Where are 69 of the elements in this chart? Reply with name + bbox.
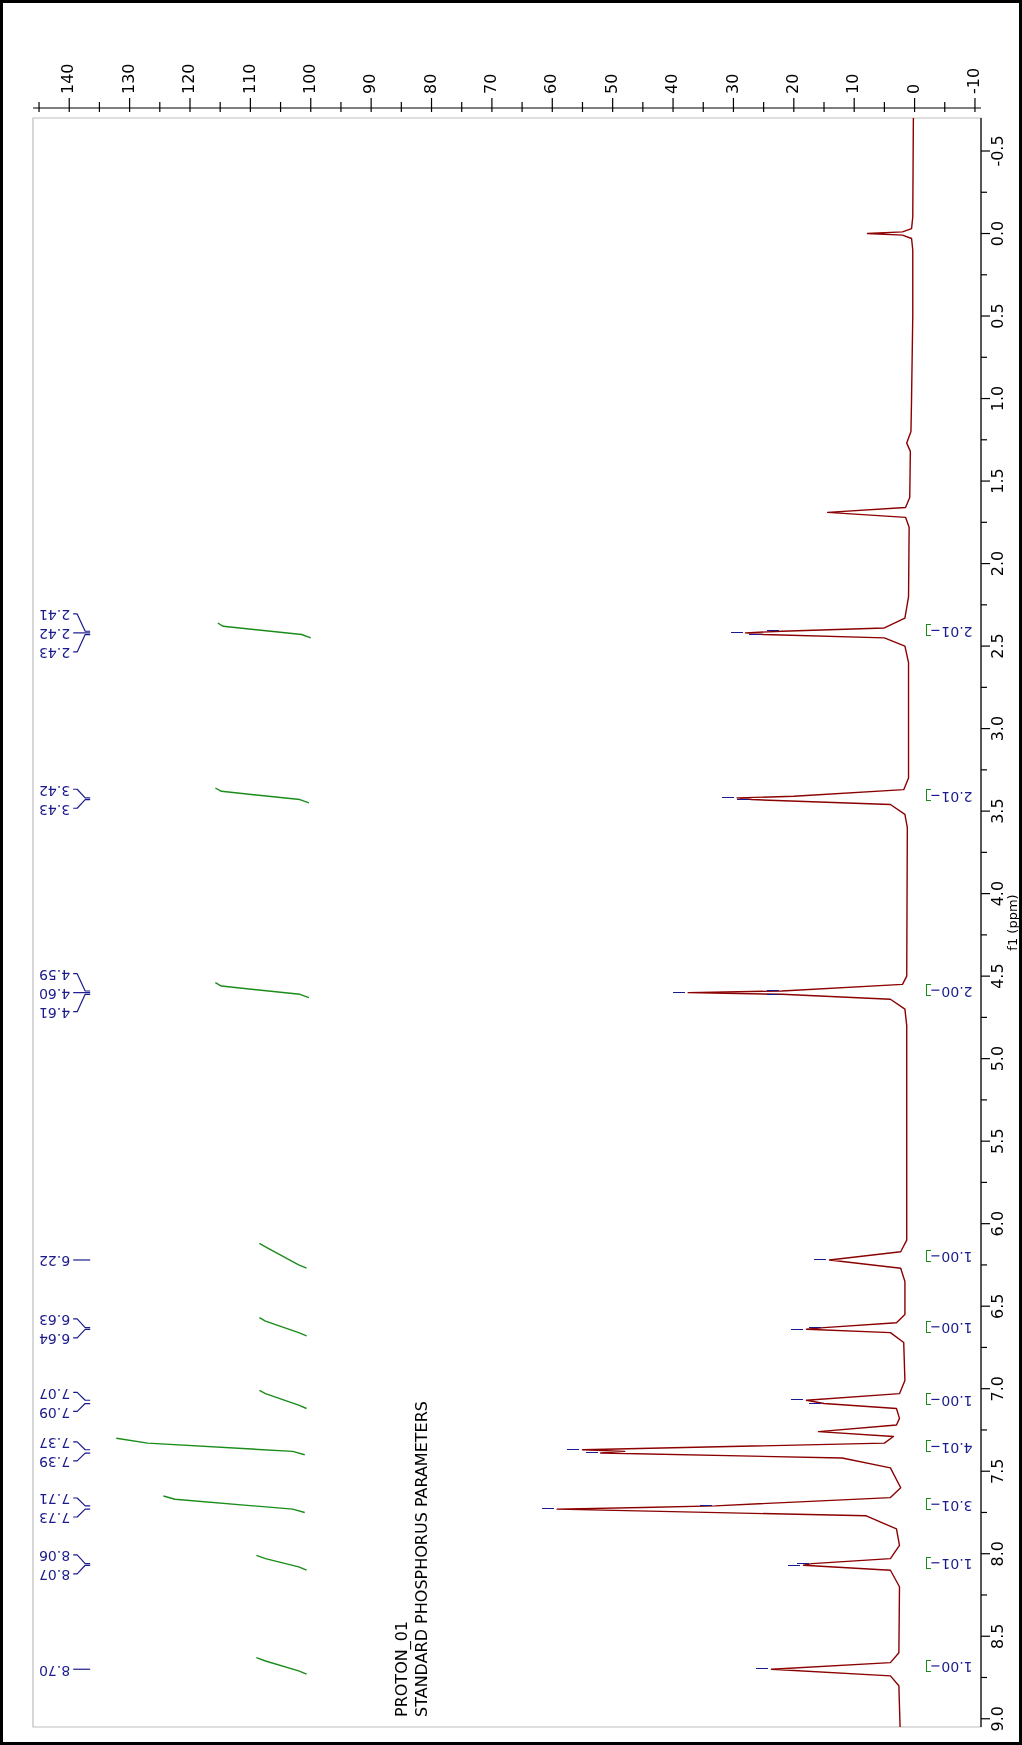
x-tick-label: 130 <box>118 63 138 94</box>
annotation: 7.39 <box>39 1454 71 1471</box>
y-tick-label: 4.0 <box>988 880 1008 907</box>
annotation: 2.43 <box>39 645 71 662</box>
annotation: 1.00 <box>941 1392 973 1409</box>
annotation: 7.37 <box>39 1435 71 1452</box>
x-tick-label: 90 <box>360 73 380 94</box>
x-tick-label: 80 <box>420 73 440 94</box>
y-tick-label: 3.0 <box>988 715 1008 742</box>
y-tick-label: -0.5 <box>988 135 1008 167</box>
annotation: 3.43 <box>39 801 71 818</box>
annotation: PROTON_01 <box>392 1620 413 1717</box>
annotation: 7.09 <box>39 1404 71 1421</box>
x-tick-label: 0 <box>903 83 923 94</box>
y-tick-label: 4.5 <box>988 963 1008 989</box>
y-tick-label: 8.0 <box>988 1541 1008 1567</box>
annotation: 8.06 <box>38 1548 71 1565</box>
annotation: 4.59 <box>39 967 71 983</box>
annotation: 2.42 <box>39 626 71 643</box>
y-tick-label: 0.0 <box>988 220 1008 247</box>
y-tick-label: 6.0 <box>988 1210 1008 1237</box>
annotation: 6.22 <box>39 1253 71 1270</box>
y-tick-label: 1.5 <box>988 468 1008 494</box>
annotation: 2.01 <box>941 623 973 640</box>
y-tick-label: 5.0 <box>988 1045 1008 1072</box>
annotation: 6.63 <box>39 1312 71 1329</box>
y-tick-label: 3.5 <box>988 798 1008 824</box>
x-tick-label: 40 <box>662 73 682 94</box>
y-tick-label: 9.0 <box>988 1706 1008 1732</box>
x-tick-label: 140 <box>58 63 78 94</box>
annotation: 2.01 <box>941 788 973 805</box>
annotation: 4.01 <box>941 1439 973 1456</box>
x-tick-label: 50 <box>601 73 621 94</box>
y-tick-label: 6.5 <box>988 1293 1008 1319</box>
annotation: STANDARD PHOSPHORUS PARAMETERS <box>412 1401 432 1717</box>
y-tick-label: 8.5 <box>988 1623 1008 1649</box>
x-tick-label: 10 <box>843 73 863 94</box>
x-tick-label: 70 <box>481 73 501 94</box>
annotation: 3.42 <box>39 782 71 799</box>
x-tick-label: 30 <box>722 73 742 94</box>
annotation: 8.07 <box>39 1567 71 1584</box>
annotation: 3.01 <box>941 1497 973 1514</box>
y-tick-label: 7.5 <box>988 1458 1008 1484</box>
annotation: 4.61 <box>39 1005 71 1021</box>
y-tick-label: 2.0 <box>988 550 1008 577</box>
x-tick-label: 120 <box>179 63 199 94</box>
y-tick-label: 0.5 <box>988 303 1008 329</box>
annotation: 6.64 <box>38 1331 71 1348</box>
annotation: 2.00 <box>941 983 973 1000</box>
annotation: 1.00 <box>941 1320 973 1337</box>
y-axis-title: f1 (ppm) <box>1005 894 1021 951</box>
annotation: 1.00 <box>941 1659 973 1676</box>
annotation: 2.41 <box>39 607 71 624</box>
annotation: 7.07 <box>39 1385 71 1402</box>
annotation: 4.60 <box>39 986 71 1002</box>
x-tick-label: -10 <box>964 67 984 94</box>
annotation: 7.73 <box>39 1510 71 1527</box>
y-tick-label: 2.5 <box>988 633 1008 659</box>
y-tick-label: 5.5 <box>988 1128 1008 1154</box>
annotation: 8.70 <box>39 1662 71 1679</box>
x-tick-label: 110 <box>239 63 259 94</box>
x-tick-label: 60 <box>541 73 561 94</box>
annotation: 1.00 <box>941 1249 973 1266</box>
annotation: 7.71 <box>39 1491 71 1508</box>
y-tick-label: 7.0 <box>988 1375 1008 1402</box>
x-tick-label: 20 <box>782 73 802 94</box>
y-tick-label: 1.0 <box>988 385 1008 412</box>
x-tick-label: 100 <box>299 63 319 94</box>
annotation: 1.01 <box>941 1556 973 1573</box>
